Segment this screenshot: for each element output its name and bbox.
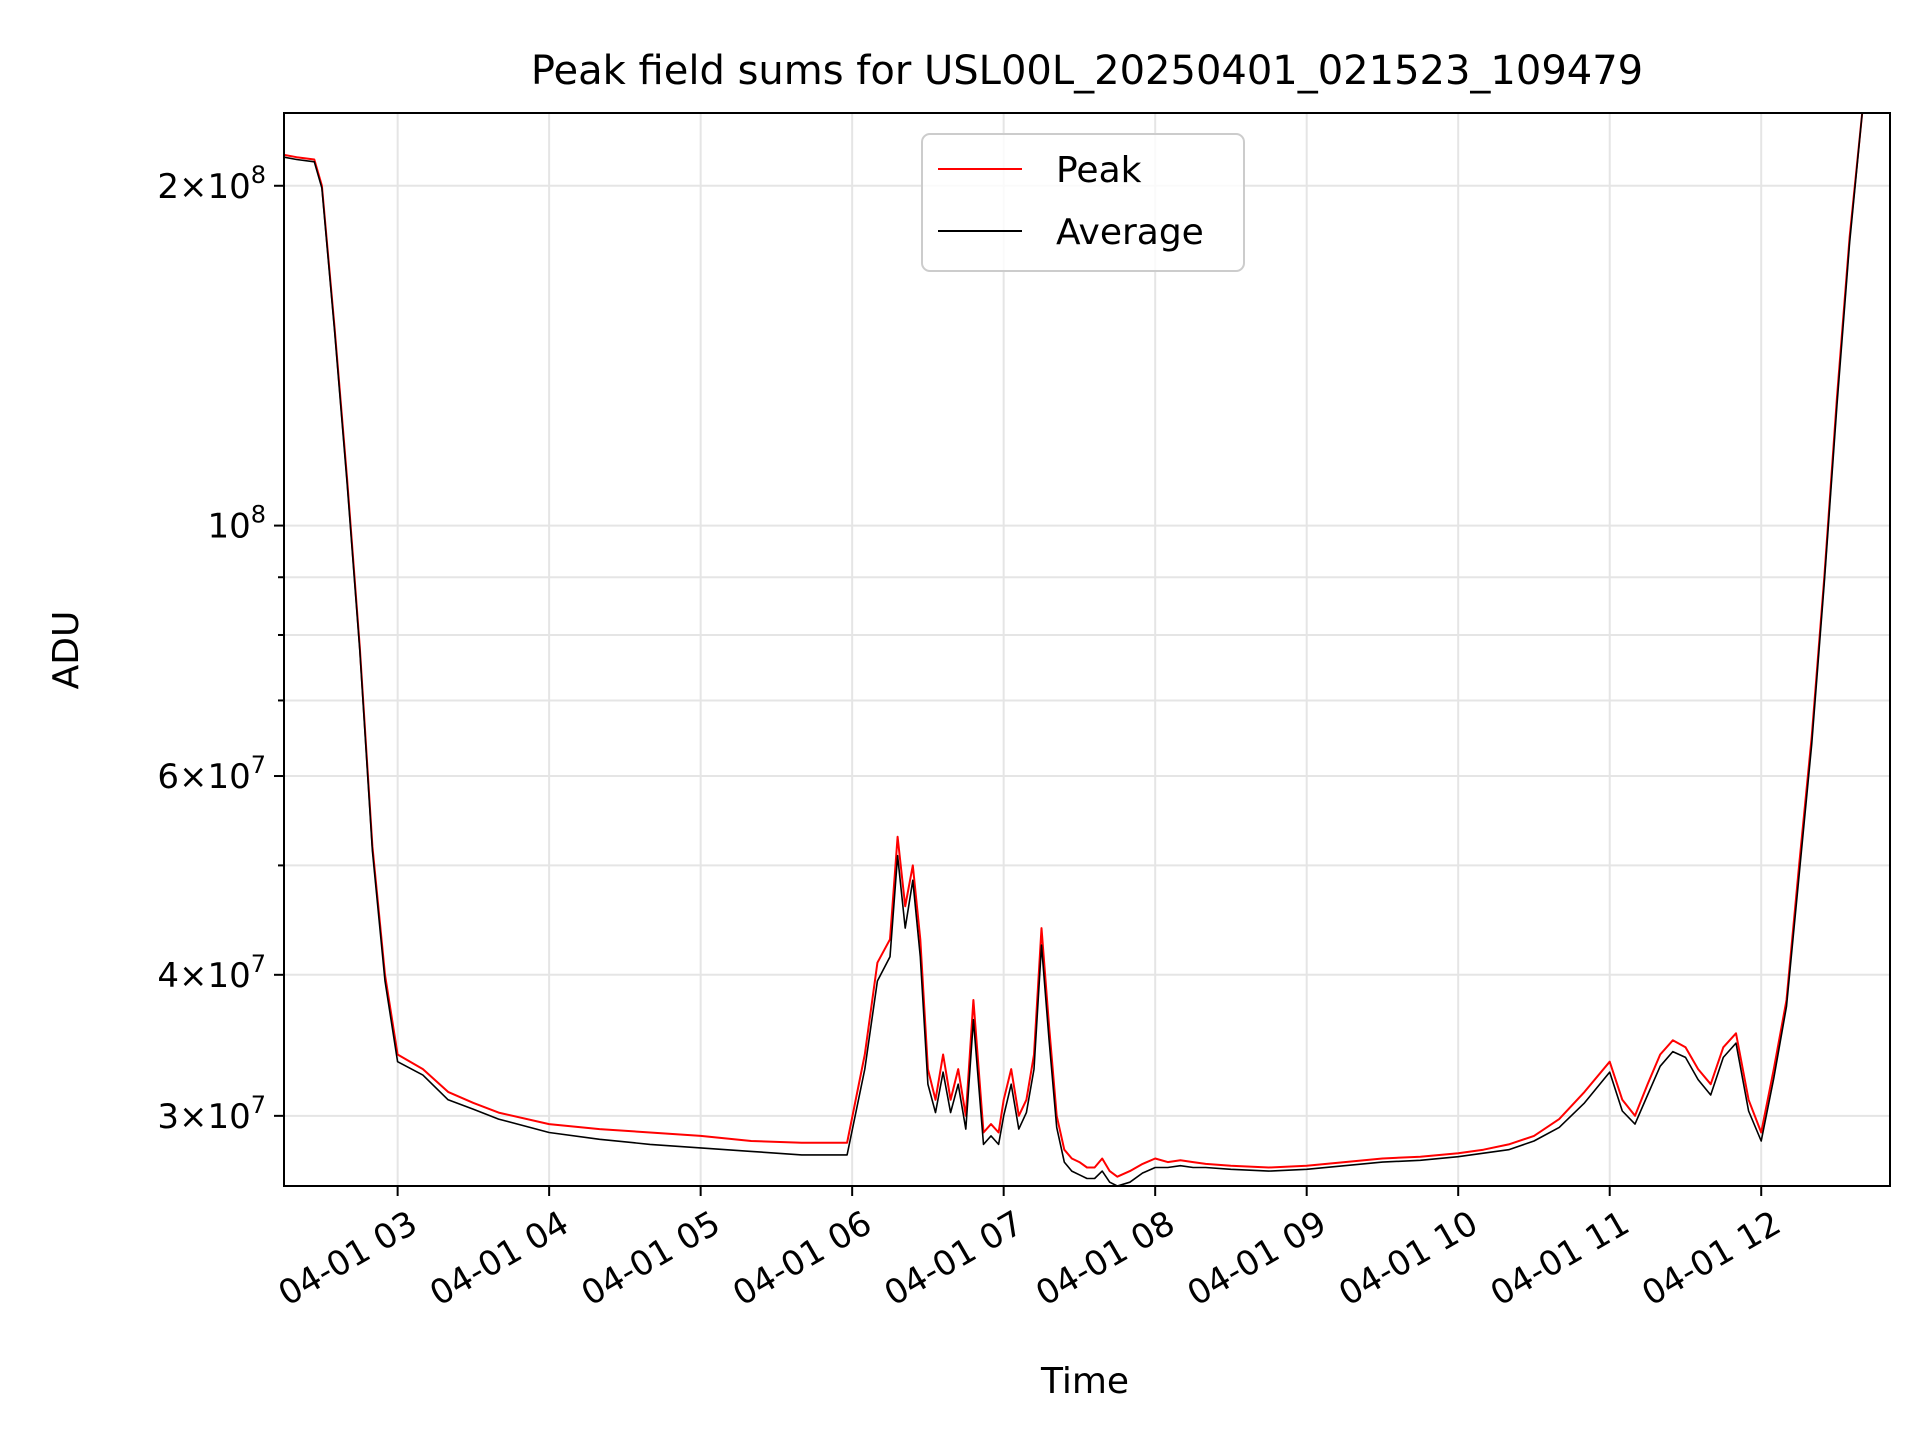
chart-title: Peak field sums for USL00L_20250401_0215… — [531, 48, 1643, 94]
x-axis-label: Time — [1040, 1361, 1129, 1402]
grid-lines — [284, 113, 1890, 1186]
y-tick-label: 4×107 — [157, 950, 266, 996]
y-tick-label: 6×107 — [157, 751, 266, 797]
y-tick-label: 2×108 — [157, 161, 266, 207]
y-tick-label: 3×107 — [157, 1091, 266, 1137]
series-line-peak — [284, 113, 1890, 1178]
series-layer — [284, 113, 1890, 1186]
legend-average-label: Average — [1056, 212, 1204, 253]
series-line-average — [284, 113, 1890, 1186]
plot-frame — [283, 112, 1891, 1187]
y-tick-label: 108 — [207, 501, 266, 547]
legend: Peak Average — [921, 133, 1245, 272]
legend-peak-label: Peak — [1056, 150, 1142, 191]
y-axis: 3×107 4×107 6×107 108 2×108 — [157, 161, 284, 1137]
y-axis-label: ADU — [46, 611, 87, 690]
